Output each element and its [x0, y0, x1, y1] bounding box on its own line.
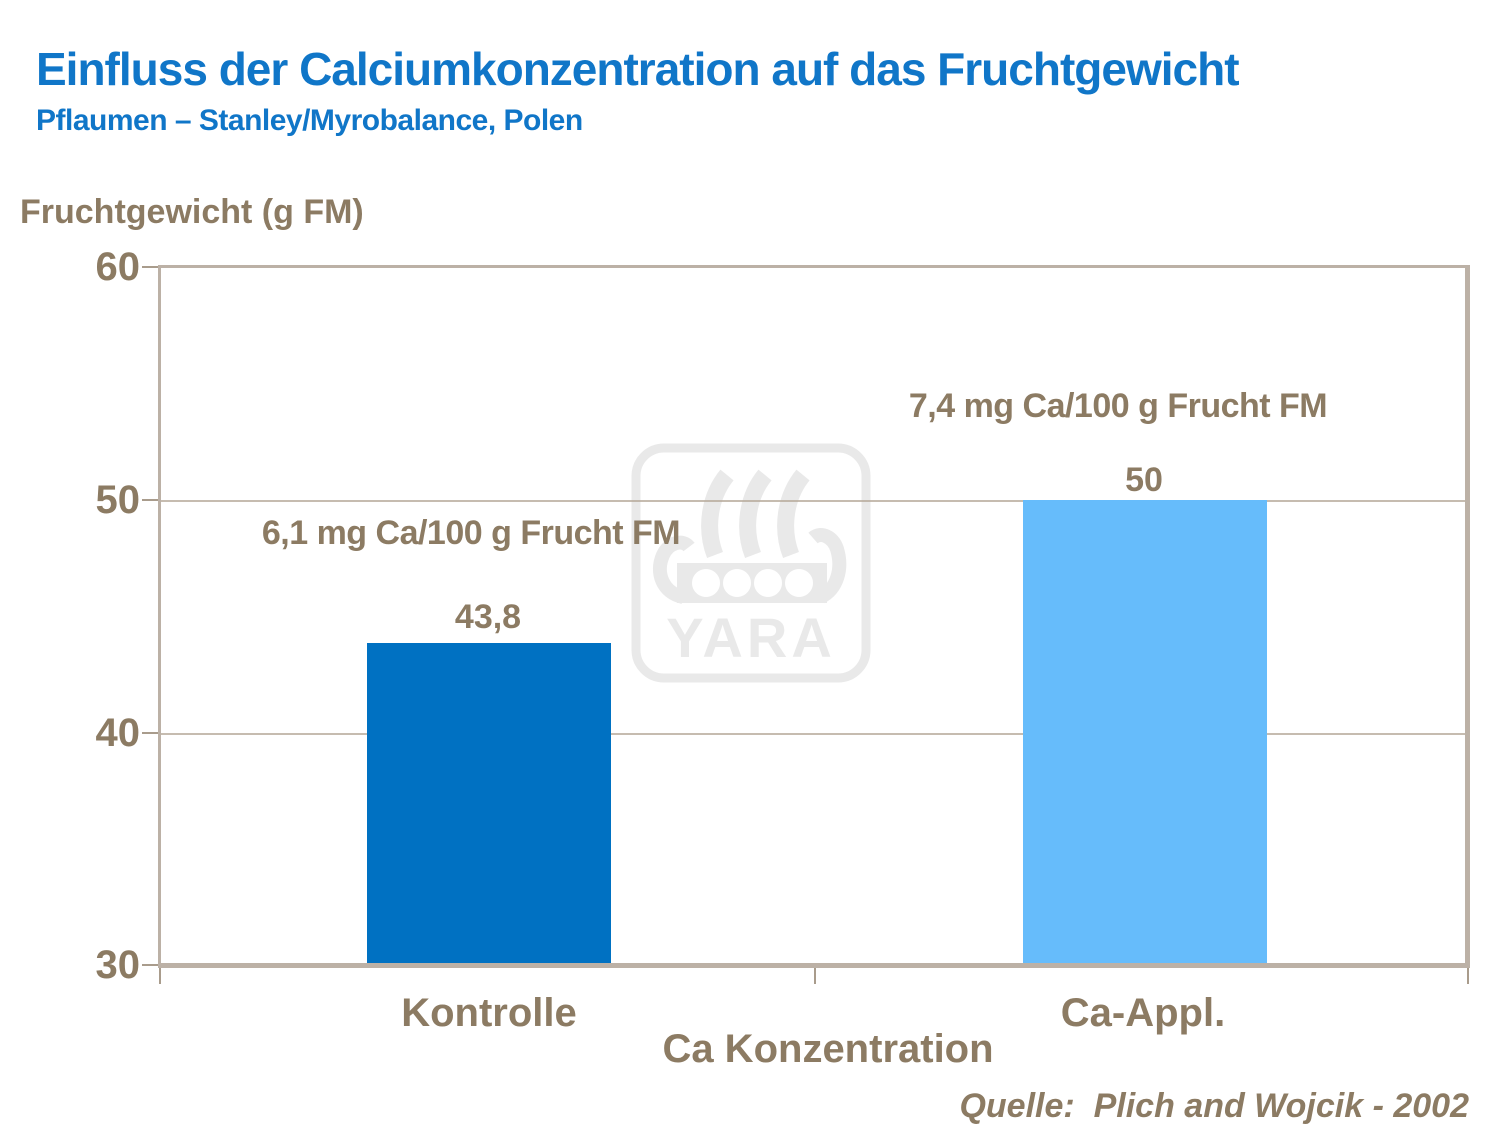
- y-tick-mark: [142, 266, 159, 268]
- y-tick-label-40: 40: [95, 711, 141, 755]
- bar-ca-appl: [1023, 500, 1267, 963]
- source-citation: Quelle: Plich and Wojcik - 2002: [959, 1087, 1469, 1125]
- value-label-kontrolle: 43,8: [454, 598, 522, 636]
- gridline-50: [161, 500, 1465, 502]
- yara-logo-watermark: YARA: [631, 443, 871, 683]
- watermark-text: YARA: [666, 606, 836, 669]
- value-label-ca-appl: 50: [1125, 461, 1163, 499]
- x-tick-mark: [814, 967, 816, 984]
- annotation-kontrolle: 6,1 mg Ca/100 g Frucht FM: [261, 514, 681, 552]
- x-tick-mark: [1467, 967, 1469, 984]
- x-tick-label-kontrolle: Kontrolle: [401, 991, 577, 1035]
- y-tick-mark: [142, 964, 159, 966]
- y-tick-label-60: 60: [95, 245, 141, 289]
- page-title: Einfluss der Calciumkonzentration auf da…: [36, 43, 1240, 95]
- watermark-frame: [631, 443, 871, 683]
- y-tick-mark: [142, 499, 159, 501]
- y-axis-title: Fruchtgewicht (g FM): [20, 193, 364, 231]
- x-tick-mark: [159, 967, 161, 984]
- x-tick-label-ca-appl: Ca-Appl.: [1060, 991, 1226, 1035]
- plot-area: YARA: [158, 265, 1470, 968]
- annotation-ca-appl: 7,4 mg Ca/100 g Frucht FM: [908, 387, 1328, 425]
- page-subtitle: Pflaumen – Stanley/Myrobalance, Polen: [36, 104, 583, 137]
- y-tick-mark: [142, 732, 159, 734]
- gridline-40: [161, 733, 1465, 735]
- x-axis-title: Ca Konzentration: [662, 1027, 994, 1071]
- y-tick-label-50: 50: [95, 478, 141, 522]
- y-tick-label-30: 30: [95, 943, 141, 987]
- bar-kontrolle: [367, 643, 611, 963]
